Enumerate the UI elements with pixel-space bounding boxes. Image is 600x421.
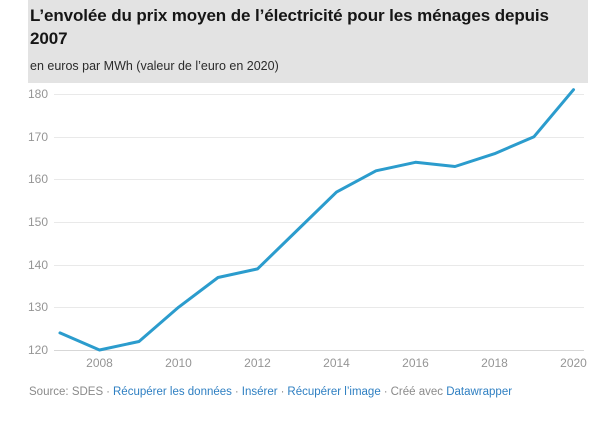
credit-prefix: Créé avec xyxy=(390,386,443,398)
chart-header: L’envolée du prix moyen de l’électricité… xyxy=(28,0,588,83)
x-axis-label-2012: 2012 xyxy=(244,356,271,370)
separator-dot: · xyxy=(234,386,239,398)
source-label: Source: SDES xyxy=(29,386,104,398)
x-axis-label-2018: 2018 xyxy=(481,356,508,370)
y-axis-label-170: 170 xyxy=(27,129,48,144)
electricity-price-line xyxy=(58,88,575,352)
chart-subtitle: en euros par MWh (valeur de l’euro en 20… xyxy=(30,59,279,73)
separator-dot: · xyxy=(280,386,285,398)
get-data-link[interactable]: Récupérer les données xyxy=(113,386,232,398)
gridline-y-160 xyxy=(54,179,584,180)
y-axis-label-120: 120 xyxy=(27,343,48,357)
get-image-link[interactable]: Récupérer l’image xyxy=(287,386,381,398)
y-axis-label-150: 150 xyxy=(27,215,48,229)
gridline-y-120 xyxy=(54,350,584,351)
gridline-y-150 xyxy=(54,222,584,223)
chart-footer: Source: SDES · Récupérer les données · Insér… xyxy=(29,385,589,399)
gridline-y-130 xyxy=(54,307,584,308)
y-axis-label-180: 180 xyxy=(27,87,48,101)
gridline-y-170 xyxy=(54,137,584,138)
gridline-y-140 xyxy=(54,265,584,266)
chart-title: L’envolée du prix moyen de l’électricité… xyxy=(30,6,549,48)
y-axis-label-130: 130 xyxy=(27,300,48,315)
x-axis-label-2014: 2014 xyxy=(323,356,350,370)
x-axis-label-2008: 2008 xyxy=(86,356,113,370)
gridline-y-180 xyxy=(54,94,584,95)
x-axis-label-2016: 2016 xyxy=(402,356,429,370)
x-axis-label-2010: 2010 xyxy=(165,356,192,370)
datawrapper-link[interactable]: Datawrapper xyxy=(446,386,513,398)
x-axis-label-2020: 2020 xyxy=(560,356,587,370)
separator-dot: · xyxy=(383,386,388,398)
embed-link[interactable]: Insérer xyxy=(241,386,278,398)
y-axis-label-160: 160 xyxy=(27,172,48,187)
separator-dot: · xyxy=(106,386,110,398)
y-axis-label-140: 140 xyxy=(27,257,48,272)
